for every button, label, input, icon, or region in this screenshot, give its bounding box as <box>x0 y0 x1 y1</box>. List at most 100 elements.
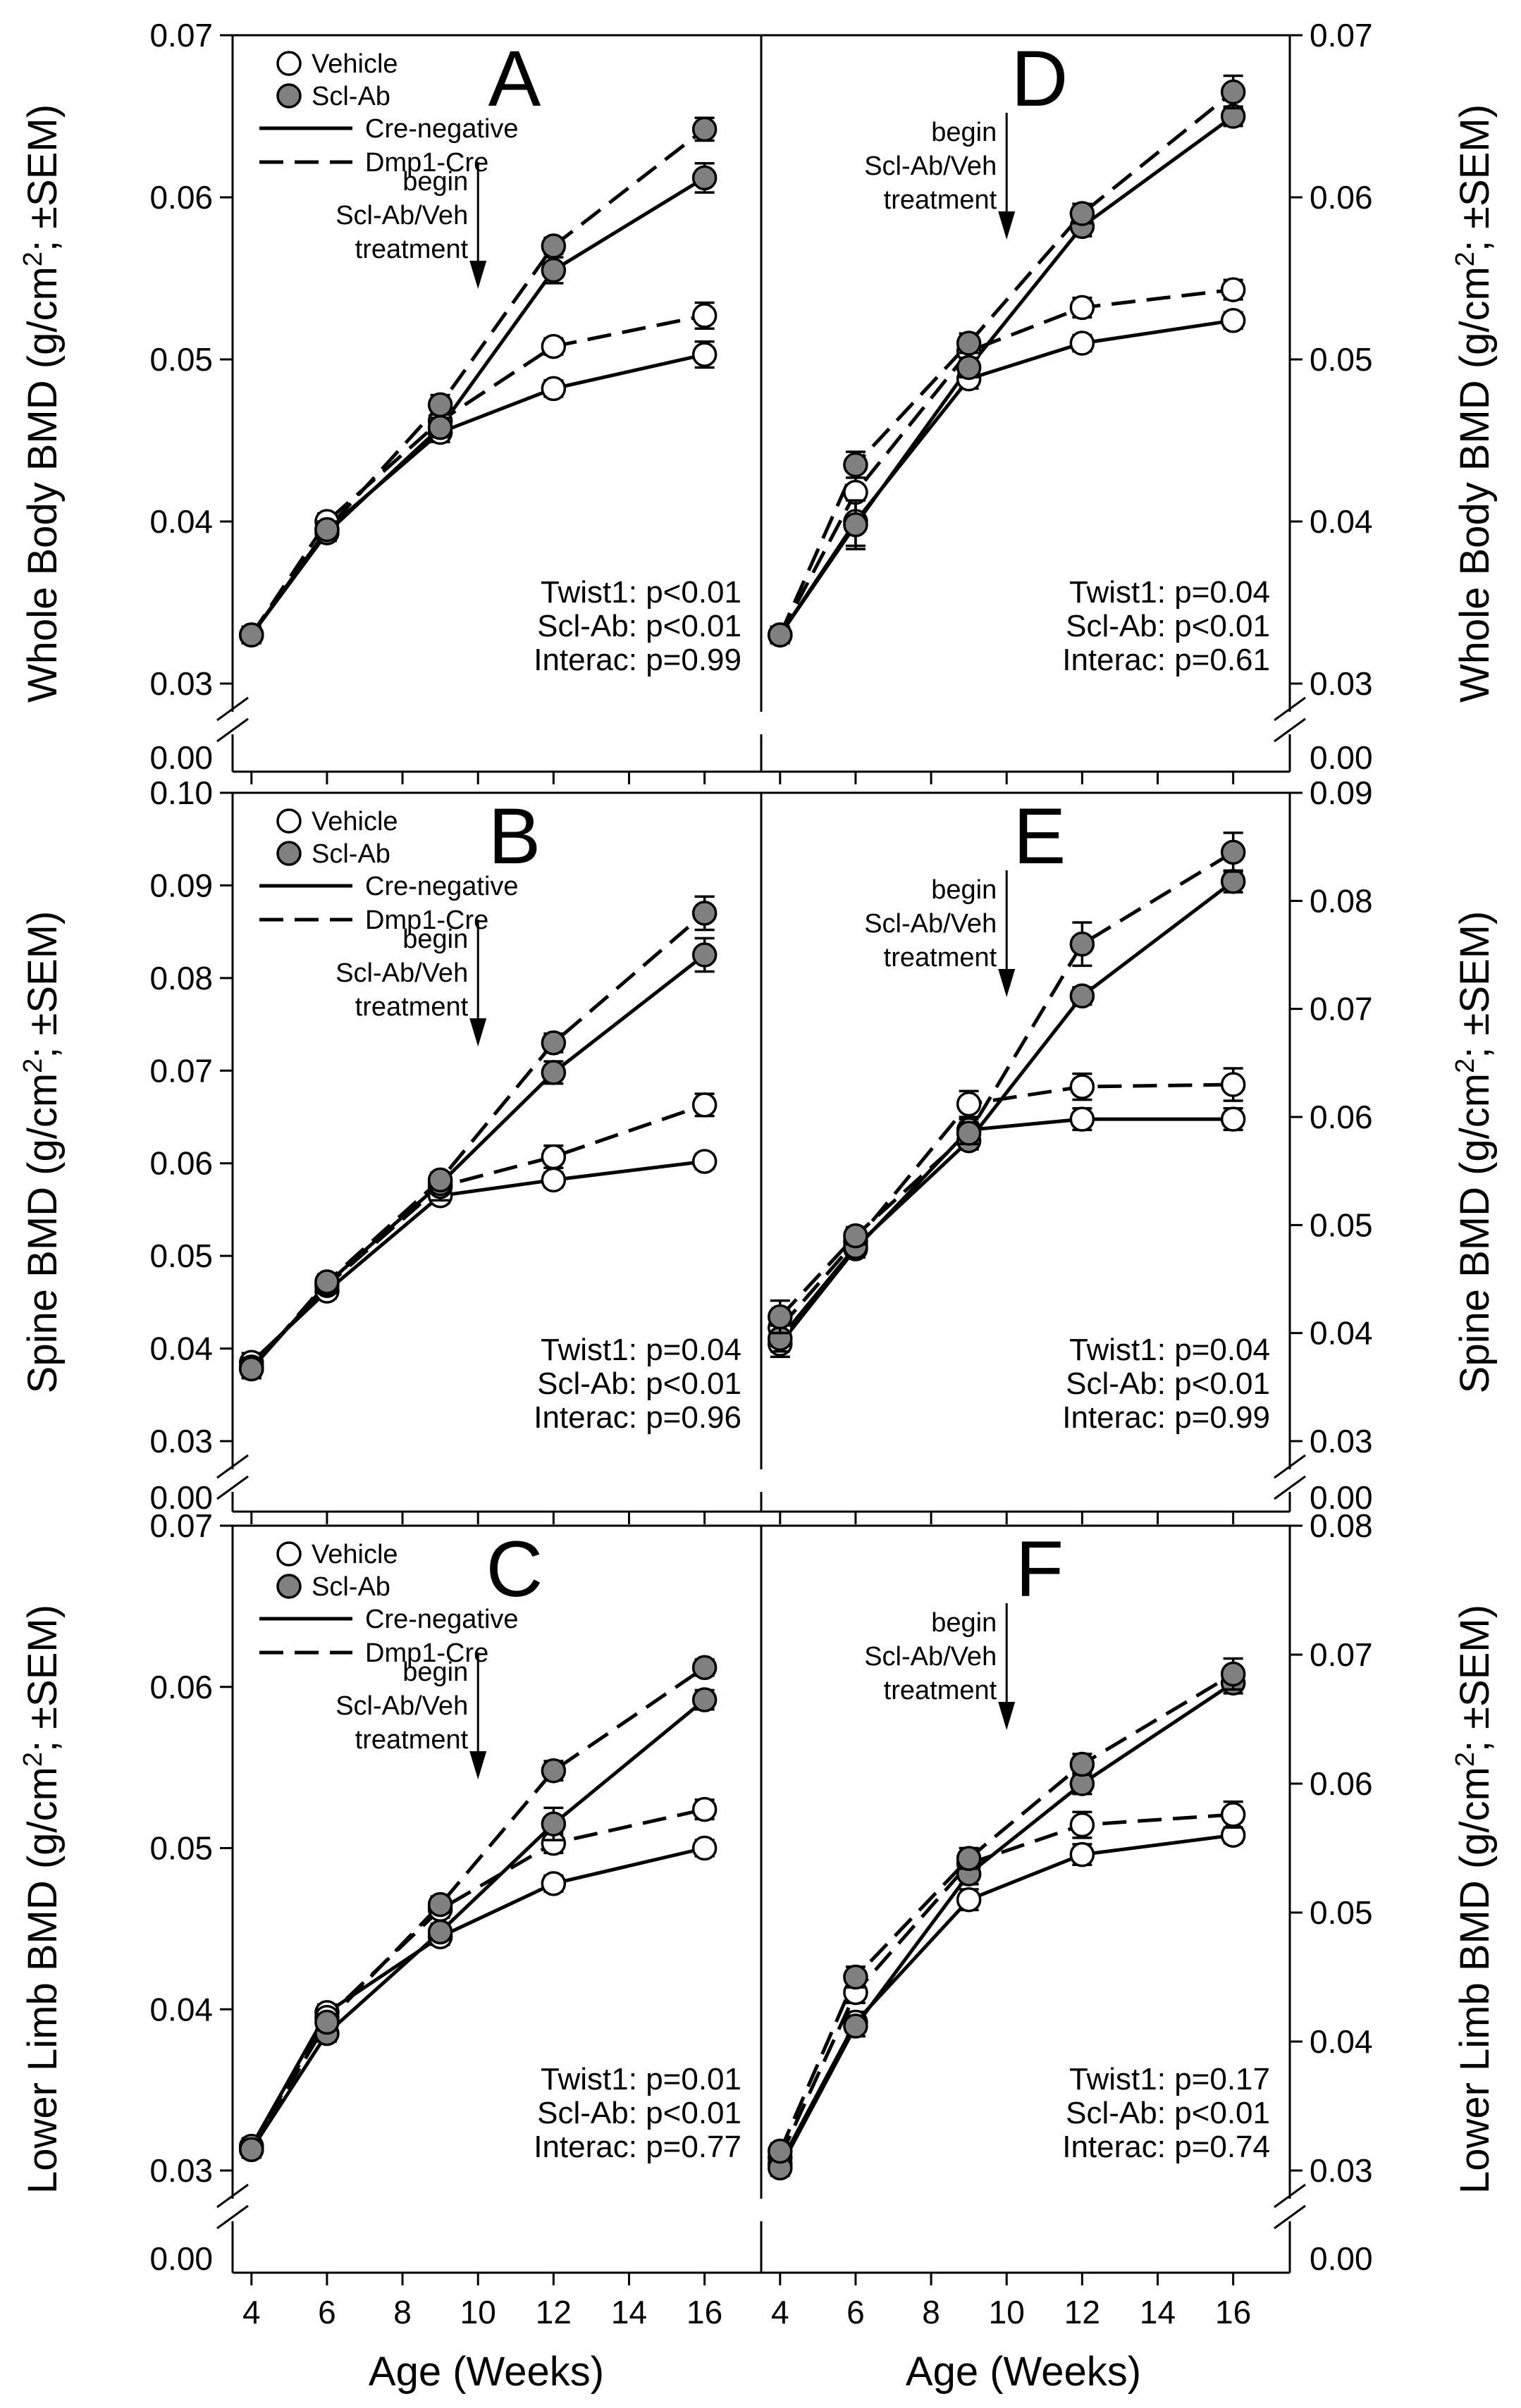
panel-d: 0.03 0.04 0.05 0.06 0.07 0.00 Whole Body BMD (… <box>760 17 1498 784</box>
axis-break-mark <box>216 2204 249 2230</box>
data-point <box>239 1356 264 1382</box>
data-point <box>956 331 982 356</box>
y-tick-label: 0.04 <box>149 1991 213 2027</box>
stats-line: Interac: p=0.74 <box>1062 2130 1270 2164</box>
data-point <box>427 392 453 418</box>
data-point <box>314 2009 340 2035</box>
x-axis-label-left: Age (Weeks) <box>369 2349 604 2395</box>
treatment-annotation-line: treatment <box>884 185 997 215</box>
treatment-arrow-head <box>469 261 487 289</box>
y-tick-label: 0.06 <box>1310 1099 1373 1135</box>
y-tick-label: 0.04 <box>149 1330 213 1367</box>
y-tick-label: 0.04 <box>1310 2023 1373 2060</box>
treatment-annotation-line: treatment <box>355 992 469 1022</box>
data-point <box>1069 1106 1095 1132</box>
x-tick-label: 8 <box>393 2294 412 2330</box>
y-tick-label: 0.03 <box>1310 1423 1373 1459</box>
data-point <box>691 1149 718 1174</box>
y-tick-label: 0.07 <box>149 17 213 54</box>
data-point <box>843 1964 868 1990</box>
data-point <box>541 257 567 283</box>
y-tick-label: 0.05 <box>1310 1206 1373 1243</box>
y-tick-label: 0.10 <box>149 774 213 811</box>
x-tick-label: 10 <box>460 2294 496 2330</box>
treatment-arrow-head <box>998 1702 1016 1730</box>
stats-line: Interac: p=0.96 <box>534 1400 741 1435</box>
y-tick-label: 0.06 <box>1310 179 1373 216</box>
legend-label-cre-negative: Cre-negative <box>365 114 519 144</box>
treatment-annotation-line: begin <box>931 875 997 905</box>
legend-label-sclab: Scl-Ab <box>312 839 390 869</box>
data-point <box>691 1655 718 1681</box>
x-tick-label: 16 <box>1215 2294 1251 2330</box>
data-point <box>541 1811 567 1836</box>
data-point <box>956 1091 982 1117</box>
data-point <box>956 1887 982 1913</box>
y-tick-label: 0.08 <box>1310 882 1373 919</box>
legend-label-vehicle: Vehicle <box>312 49 398 79</box>
treatment-annotation-line: Scl-Ab/Veh <box>864 909 997 939</box>
data-point <box>541 1167 567 1193</box>
stats-line: Twist1: p=0.04 <box>1069 575 1270 610</box>
y-tick-label: 0.05 <box>1310 1894 1373 1931</box>
x-tick-label: 14 <box>611 2294 647 2330</box>
legend-marker-sclab <box>276 841 302 866</box>
data-point <box>956 1846 982 1871</box>
y-tick-label: 0.03 <box>1310 665 1373 702</box>
y-tick-label: 0.06 <box>1310 1765 1373 1802</box>
series-line <box>778 90 1235 636</box>
panel-f: 0.03 0.04 0.05 0.06 0.07 0.08 0.00 Lower Limb B… <box>760 1507 1498 2330</box>
stats-line: Interac: p=0.99 <box>534 643 741 677</box>
y-tick-label: 0.05 <box>149 1830 213 1867</box>
data-point <box>541 1144 567 1170</box>
data-point <box>691 165 718 191</box>
y-tick-label: 0.09 <box>149 867 213 903</box>
data-point <box>843 2013 868 2039</box>
stats-line: Scl-Ab: p<0.01 <box>537 1366 741 1401</box>
axis-break-mark <box>216 717 249 743</box>
stats-line: Interac: p=0.61 <box>1062 643 1270 677</box>
y-tick-label: 0.07 <box>149 1507 213 1544</box>
axis-break-mark <box>216 1454 249 1479</box>
y-tick-label: 0.07 <box>1310 17 1373 54</box>
data-point <box>768 1304 793 1330</box>
series-line <box>250 1666 706 2151</box>
y-tick-label-zero: 0.00 <box>149 1479 213 1516</box>
data-point <box>691 942 718 968</box>
data-point <box>1220 277 1246 302</box>
x-axis-label-right: Age (Weeks) <box>906 2349 1141 2395</box>
legend-label-cre-negative: Cre-negative <box>365 1605 519 1634</box>
data-point <box>1220 839 1246 865</box>
stats-line: Twist1: p=0.17 <box>1069 2062 1270 2097</box>
y-tick-label: 0.08 <box>149 960 213 996</box>
panel-letter: E <box>1014 792 1066 880</box>
y-tick-label-zero: 0.00 <box>149 2240 213 2277</box>
data-point <box>843 1223 868 1249</box>
data-point <box>1069 931 1095 957</box>
panel-e: 0.03 0.04 0.05 0.06 0.07 0.08 0.09 0.00 Spine BM… <box>760 774 1498 1524</box>
y-tick-label: 0.04 <box>1310 503 1373 540</box>
data-point <box>1220 308 1246 333</box>
treatment-arrow-head <box>998 211 1016 240</box>
data-point <box>1220 1106 1246 1132</box>
y-tick-label: 0.08 <box>1310 1507 1373 1544</box>
data-point <box>956 1120 982 1146</box>
data-point <box>1069 201 1095 226</box>
x-tick-label: 6 <box>846 2294 865 2330</box>
stats-line: Scl-Ab: p<0.01 <box>537 2096 741 2130</box>
stats-line: Scl-Ab: p<0.01 <box>1066 609 1270 643</box>
x-tick-label: 6 <box>318 2294 336 2330</box>
treatment-annotation-line: Scl-Ab/Veh <box>335 1691 468 1721</box>
treatment-annotation-line: Scl-Ab/Veh <box>864 1642 997 1672</box>
legend-label-dmp1-cre: Dmp1-Cre <box>365 1638 488 1668</box>
axis-break-mark <box>216 1475 249 1500</box>
data-point <box>956 354 982 381</box>
data-point <box>1220 1802 1246 1827</box>
data-point <box>1069 295 1095 321</box>
data-point <box>541 1871 567 1896</box>
data-point <box>541 333 567 359</box>
axis-break-mark <box>1274 1454 1306 1479</box>
legend-marker-vehicle <box>276 808 302 834</box>
data-point <box>541 1030 567 1056</box>
